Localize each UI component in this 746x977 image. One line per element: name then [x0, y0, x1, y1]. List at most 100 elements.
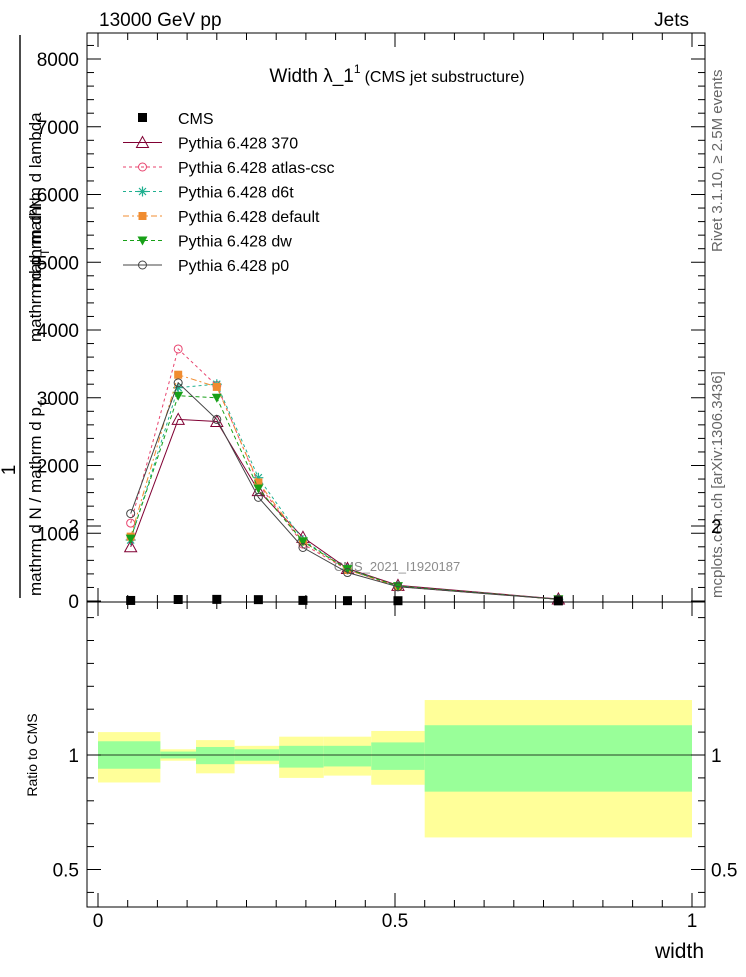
y-label-t-subscript: T — [38, 399, 52, 407]
series-marker — [254, 478, 263, 487]
y-tick-label: 8000 — [37, 50, 79, 71]
series-marker — [251, 483, 266, 497]
ratio-green-band — [279, 745, 324, 768]
ratio-green-band — [196, 746, 235, 765]
series-line — [130, 395, 559, 600]
y-tick-label: 0 — [68, 592, 79, 613]
ratio-y-tick-label: 0.5 — [53, 861, 79, 882]
y-tick-label: 4000 — [37, 321, 79, 342]
x-tick-label: 0 — [93, 911, 104, 932]
series-marker — [253, 472, 264, 483]
series-marker — [174, 370, 183, 379]
series-marker — [212, 414, 222, 424]
cms-data-point — [126, 595, 136, 605]
series-lines — [123, 344, 566, 605]
main-x-axis — [97, 33, 693, 602]
main-y-axis: 0 1000 2000 3000 4000 5000 6000 7000 8000 — [37, 44, 705, 613]
legend-label: Pythia 6.428 p0 — [178, 258, 289, 275]
series-marker — [173, 391, 184, 401]
cms-data-point — [342, 596, 352, 606]
ratio-y-tick-label: 1 — [68, 746, 79, 767]
ratio-green-band — [371, 742, 425, 770]
ratio-y-tick-label: 2 — [68, 517, 79, 538]
series-marker — [173, 378, 183, 388]
chart-title-group: Width λ_11 (CMS jet substructure) — [269, 62, 524, 87]
ratio-y-tick-label-right: 1 — [711, 746, 722, 767]
header-right-label: Jets — [654, 10, 689, 31]
ratio-y-axis: 0.5 0.5 1 1 2 2 — [53, 517, 737, 893]
cms-data-points — [126, 594, 563, 606]
y-label-numerator: mathrm d²N — [26, 197, 45, 287]
legend-label: Pythia 6.428 370 — [178, 136, 298, 153]
series-marker — [211, 393, 222, 403]
main-plot-panel: 0 1000 2000 3000 4000 5000 6000 7000 8000 CMS_20… — [37, 32, 706, 613]
y-label-t-subscript-2: T — [38, 248, 52, 256]
y-label-dn-dpt: mathrm d N / mathrm d p — [26, 407, 45, 596]
y-tick-label: 6000 — [37, 186, 79, 207]
x-tick-label: 0.5 — [382, 911, 408, 932]
series-marker — [209, 414, 224, 427]
cms-data-point — [393, 596, 403, 606]
x-axis-label: width — [654, 940, 704, 963]
series-marker — [173, 344, 183, 354]
legend-marker-cms — [138, 113, 147, 122]
series-marker — [342, 568, 352, 578]
analysis-watermark: CMS_2021_I1920187 — [334, 559, 461, 574]
main-y-axis-label: 1 mathrm d N / mathrm d pT mathrm d²N ma… — [0, 35, 52, 598]
series-line — [130, 374, 559, 600]
series-line — [130, 381, 559, 600]
y-tick-label: 7000 — [37, 118, 79, 139]
cms-data-point — [212, 594, 222, 604]
series-marker — [125, 534, 136, 544]
legend-label: Pythia 6.428 dw — [178, 234, 292, 251]
series-marker — [298, 542, 308, 552]
cms-data-point — [173, 595, 183, 605]
y-label-dpt: mathrm d p — [26, 256, 45, 342]
y-tick-label: 3000 — [37, 389, 79, 410]
legend-label: CMS — [178, 111, 214, 128]
legend-marker — [137, 236, 148, 246]
legend-label: Pythia 6.428 d6t — [178, 185, 294, 202]
ratio-y-label: Ratio to CMS — [24, 713, 40, 796]
cms-data-point — [298, 595, 308, 605]
legend-label: Pythia 6.428 default — [178, 209, 320, 226]
header-left-label: 13000 GeV pp — [99, 10, 222, 31]
legend-label: Pythia 6.428 atlas-csc — [178, 160, 335, 177]
ratio-green-band — [323, 745, 372, 767]
series-marker — [173, 382, 184, 393]
legend-marker — [138, 260, 147, 270]
x-tick-label: 1 — [687, 911, 698, 932]
ratio-uncertainty-bands — [98, 700, 692, 838]
ratio-plot-panel: 0.5 0.51 12 2 0 0.5 1 Ratio to CMS width — [24, 517, 737, 963]
series-marker — [297, 537, 308, 547]
ratio-x-axis: 0 0.5 1 — [93, 602, 698, 932]
series-marker — [253, 492, 263, 502]
cms-data-point — [253, 595, 263, 605]
ratio-y-tick-label-right: 0.5 — [711, 861, 737, 882]
rivet-version-label: Rivet 3.1.10, ≥ 2.5M events — [709, 70, 726, 253]
y-label-one: 1 — [0, 465, 20, 476]
ratio-green-band — [424, 725, 692, 792]
mcplots-label: mcplots.cern.ch [arXiv:1306.3436] — [709, 371, 726, 598]
legend-marker — [138, 162, 147, 172]
series-marker — [123, 539, 138, 553]
series-marker — [253, 484, 264, 494]
y-tick-label: 1000 — [37, 524, 79, 545]
chart-title-superscript: 1 — [354, 62, 361, 76]
y-tick-label: 2000 — [37, 457, 79, 478]
series-marker — [212, 382, 221, 391]
cms-data-point — [553, 596, 563, 606]
series-line — [130, 418, 559, 600]
ratio-y-tick-label-right: 2 — [711, 517, 722, 538]
y-label-dlambda: mathrm d lambda — [26, 112, 45, 245]
legend-marker — [135, 135, 150, 148]
y-label-denominator: mathrm d N / mathrm d pT — [26, 399, 52, 596]
legend-marker — [138, 212, 147, 220]
series-marker — [342, 565, 353, 575]
series-marker — [393, 582, 403, 592]
y-tick-label: 5000 — [37, 253, 79, 274]
legend-marker — [137, 186, 148, 197]
series-marker — [171, 412, 186, 425]
